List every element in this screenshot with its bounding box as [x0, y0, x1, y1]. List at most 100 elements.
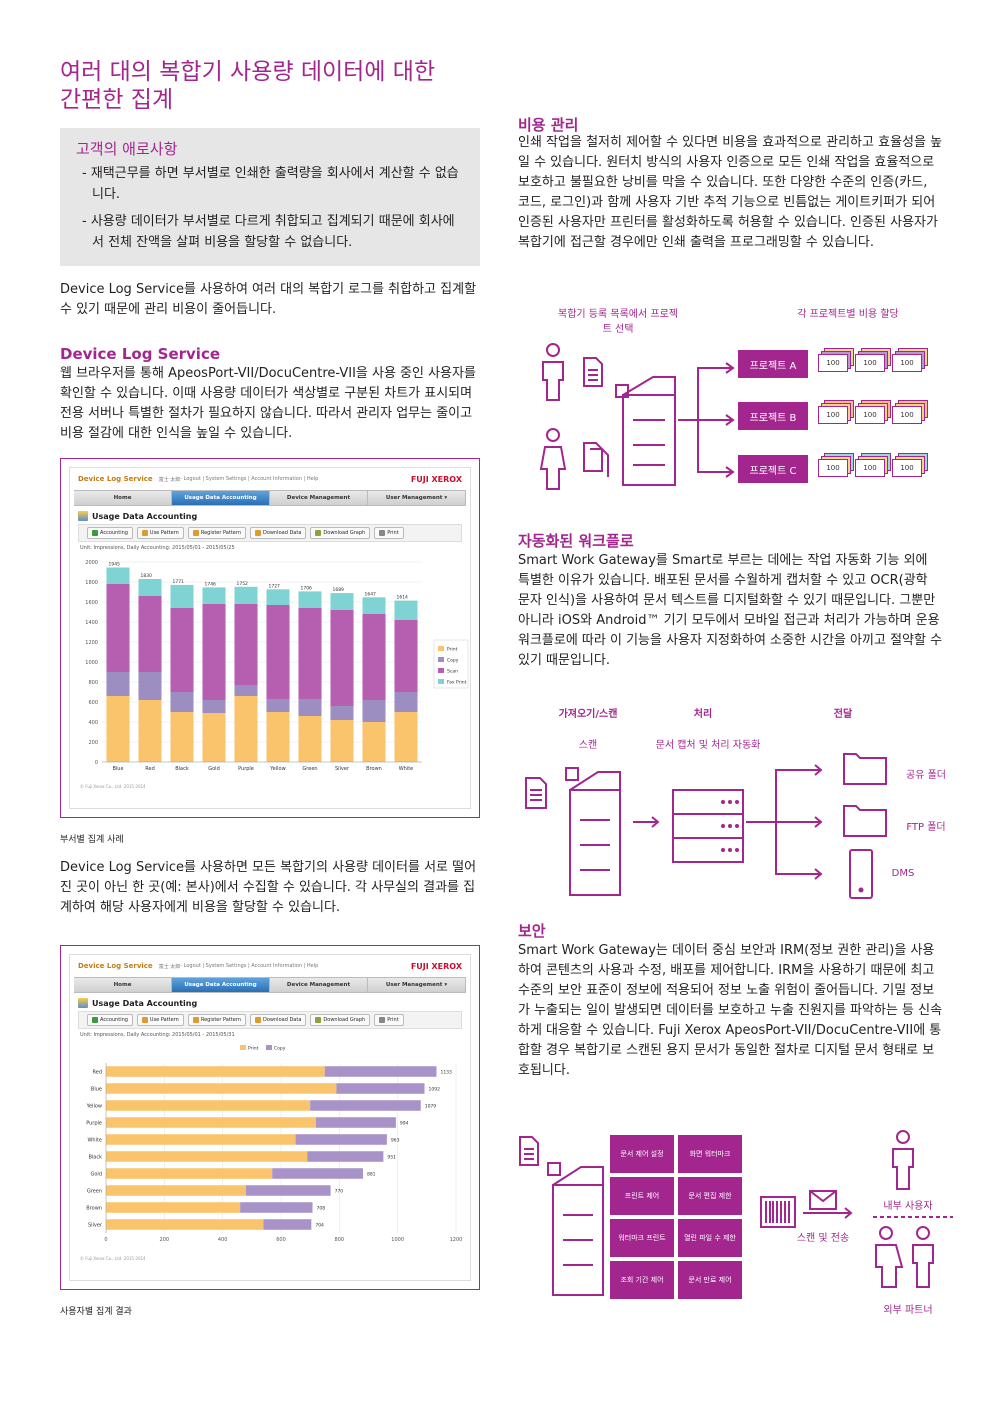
legend-label: Scan	[447, 669, 458, 675]
header-process: 처리	[693, 709, 713, 720]
download-graph-button[interactable]: Download Graph	[310, 1014, 371, 1026]
y-tick-label: 800	[88, 680, 98, 686]
bar-segment-print	[106, 1134, 296, 1145]
download-graph-button[interactable]: Download Graph	[310, 527, 371, 539]
sub-scan: 스캔	[578, 740, 598, 751]
security-body: Smart Work Gateway는 데이터 중심 보안과 IRM(정보 권한…	[518, 943, 943, 1078]
workflow-body: Smart Work Gateway를 Smart로 부르는 데에는 작업 자동…	[518, 553, 943, 668]
bar-segment-print	[330, 720, 354, 762]
tab-user-management[interactable]: User Management ▾	[368, 978, 466, 992]
total-label: 951	[387, 1155, 396, 1161]
category-label: Blue	[91, 1087, 102, 1093]
register-pattern-button[interactable]: Register Pattern	[187, 527, 247, 539]
app-toolbar: Accounting Use Pattern Register Pattern …	[78, 1011, 462, 1029]
accounting-button[interactable]: Accounting	[87, 1014, 133, 1026]
security-control-box: 조회 기간 제어	[610, 1261, 674, 1299]
use-pattern-button[interactable]: Use Pattern	[136, 527, 184, 539]
screenshot-department-chart: Device Log Service 富士 太郎 - Logout | Syst…	[60, 458, 480, 818]
use-pattern-button[interactable]: Use Pattern	[136, 1014, 184, 1026]
bar-segment-print	[170, 712, 194, 762]
bill-note: 100	[818, 354, 848, 372]
app-links[interactable]: - Logout | System Settings | Account Inf…	[180, 476, 319, 482]
print-button[interactable]: Print	[374, 527, 404, 539]
bar-segment-copy	[324, 1066, 437, 1077]
y-tick-label: 400	[88, 720, 98, 726]
app-user: 富士 太郎	[158, 476, 181, 483]
bar-segment-copy	[240, 1202, 313, 1213]
printer-icon	[379, 1017, 386, 1023]
download-data-button[interactable]: Download Data	[250, 527, 307, 539]
app-copyright: © Fuji Xerox Co., Ltd. 2015-2014	[80, 1256, 146, 1261]
accounting-icon	[92, 1017, 98, 1023]
accounting-button[interactable]: Accounting	[87, 527, 133, 539]
mobile-icon	[849, 849, 873, 899]
category-label: Yellow	[86, 1104, 102, 1110]
bar-segment-copy	[106, 672, 130, 696]
category-label: Purple	[238, 766, 254, 772]
category-label: Gold	[208, 766, 220, 772]
bar-segment-fax-print	[266, 589, 290, 605]
user-icon	[539, 428, 567, 490]
bar-segment-fax-print	[202, 587, 226, 604]
unit-label: Unit: Impressions, Daily Accounting: 201…	[80, 545, 235, 551]
total-label: 963	[391, 1138, 400, 1144]
security-diagram: 문서 제어 설정 화면 워터마크 프린트 제어 문서 편집 제한 워터마크 프린트 열린 …	[518, 1125, 958, 1325]
dest-dms: DMS	[891, 868, 915, 879]
app-copyright: © Fuji Xerox Co., Ltd. 2015-2014	[80, 784, 146, 789]
x-tick-label: 600	[276, 1237, 286, 1243]
tab-home[interactable]: Home	[74, 491, 172, 505]
tab-usage-data-accounting[interactable]: Usage Data Accounting	[172, 978, 270, 992]
app-header: Device Log Service 富士 太郎 - Logout | Syst…	[70, 955, 470, 977]
folder-icon	[843, 753, 887, 785]
total-label: 881	[367, 1172, 376, 1178]
register-pattern-button[interactable]: Register Pattern	[187, 1014, 247, 1026]
x-tick-label: 400	[218, 1237, 228, 1243]
concern-item: - 사용량 데이터가 부서별로 다르게 취합되고 집계되기 때문에 회사에서 전…	[82, 214, 455, 250]
app-links[interactable]: - Logout | System Settings | Account Inf…	[180, 963, 319, 969]
print-button[interactable]: Print	[374, 1014, 404, 1026]
app-brand: Device Log Service	[78, 475, 153, 483]
bill-note: 100	[855, 459, 885, 477]
bar-segment-scan	[330, 610, 354, 706]
bar-segment-scan	[298, 608, 322, 699]
category-label: Yellow	[269, 766, 285, 772]
cost-diagram-graphic	[539, 343, 735, 490]
tab-user-management[interactable]: User Management ▾	[368, 491, 466, 505]
total-label: 1092	[429, 1087, 441, 1093]
category-label: Black	[175, 766, 189, 772]
page-title: 여러 대의 복합기 사용량 데이터에 대한 간편한 집계	[60, 59, 436, 113]
cost-diagram: 복합기 등록 목록에서 프로젝트 선택 각 프로젝트별 비용 할당	[518, 305, 948, 505]
download-data-button[interactable]: Download Data	[250, 1014, 307, 1026]
legend-swatch	[438, 646, 444, 651]
y-tick-label: 600	[88, 700, 98, 706]
document-icon	[583, 357, 603, 387]
screenshot-user-chart: Device Log Service 富士 太郎 - Logout | Syst…	[60, 945, 480, 1290]
download-icon	[255, 1017, 262, 1023]
legend-swatch	[266, 1045, 272, 1050]
total-label: 770	[335, 1189, 344, 1195]
bar-segment-fax-print	[298, 591, 322, 608]
bar-segment-fax-print	[362, 597, 386, 614]
pattern-icon	[141, 530, 148, 536]
bill-note: 100	[892, 406, 922, 424]
download-icon	[255, 530, 262, 536]
tab-home[interactable]: Home	[74, 978, 172, 992]
security-control-box: 프린트 제어	[610, 1177, 674, 1215]
category-label: Black	[88, 1155, 102, 1161]
bar-segment-fax-print	[394, 600, 418, 620]
y-tick-label: 1400	[85, 620, 98, 626]
bar-segment-scan	[106, 584, 130, 672]
user-icon	[542, 343, 564, 401]
cost-body: 인쇄 작업을 철저히 제어할 수 있다면 비용을 효과적으로 관리하고 효율성을…	[518, 135, 943, 250]
graph-icon	[315, 1017, 322, 1023]
bar-segment-scan	[138, 596, 162, 672]
concerns-title: 고객의 애로사항	[76, 140, 178, 158]
graph-icon	[315, 530, 322, 536]
legend-label: Copy	[274, 1046, 286, 1052]
security-control-box: 문서 편집 제한	[678, 1177, 742, 1215]
category-label: Purple	[86, 1121, 102, 1127]
accounting-icon	[78, 998, 88, 1008]
tab-device-management[interactable]: Device Management	[270, 491, 368, 505]
tab-device-management[interactable]: Device Management	[270, 978, 368, 992]
tab-usage-data-accounting[interactable]: Usage Data Accounting	[172, 491, 270, 505]
